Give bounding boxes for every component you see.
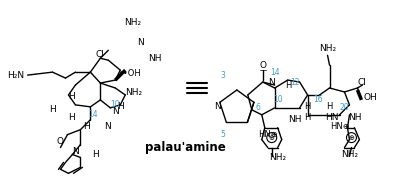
Text: NH₂: NH₂ — [319, 44, 336, 53]
Text: NH₂: NH₂ — [341, 150, 358, 159]
Text: HN: HN — [325, 113, 338, 122]
Text: H: H — [83, 122, 90, 131]
Text: 20: 20 — [340, 103, 349, 112]
Text: 10: 10 — [273, 95, 283, 104]
Text: H: H — [304, 102, 311, 111]
Text: O: O — [57, 137, 64, 146]
Text: NH: NH — [348, 113, 361, 122]
Text: Cl: Cl — [96, 50, 105, 59]
Text: 14: 14 — [89, 110, 98, 119]
Text: H: H — [92, 150, 99, 159]
Text: H: H — [304, 113, 311, 122]
Text: N: N — [137, 38, 144, 47]
Text: NH: NH — [288, 115, 301, 124]
Text: H: H — [68, 92, 75, 101]
Text: O: O — [259, 61, 266, 70]
Text: 3: 3 — [220, 71, 225, 80]
Text: 14: 14 — [270, 68, 279, 77]
Text: N: N — [104, 122, 111, 131]
Text: NH₂: NH₂ — [125, 88, 142, 98]
Text: ⊕: ⊕ — [269, 135, 275, 141]
Text: H₂N: H₂N — [7, 71, 24, 80]
Text: H: H — [49, 105, 56, 114]
Text: palau'amine: palau'amine — [145, 141, 225, 154]
Text: H: H — [285, 81, 292, 90]
Text: N: N — [112, 107, 119, 116]
Text: H: H — [326, 102, 333, 111]
Text: 10: 10 — [110, 100, 120, 109]
Text: ••OH: ••OH — [119, 69, 142, 78]
Text: N: N — [214, 102, 221, 111]
Text: NH: NH — [148, 54, 162, 63]
Text: 16: 16 — [313, 95, 322, 104]
Text: Cl: Cl — [358, 78, 367, 87]
Text: NH₂: NH₂ — [124, 18, 141, 27]
Text: H: H — [68, 113, 75, 122]
Text: HN⊕: HN⊕ — [258, 130, 278, 139]
Text: HN⊕: HN⊕ — [330, 122, 349, 131]
Text: H: H — [117, 102, 123, 111]
Text: OH: OH — [364, 93, 377, 102]
Text: 12: 12 — [290, 78, 299, 87]
Text: N: N — [72, 147, 79, 156]
Text: 5: 5 — [220, 130, 225, 139]
Text: NH₂: NH₂ — [269, 153, 286, 162]
Text: 6: 6 — [255, 103, 260, 112]
Text: N: N — [268, 78, 275, 87]
Text: ⊕: ⊕ — [349, 135, 355, 141]
